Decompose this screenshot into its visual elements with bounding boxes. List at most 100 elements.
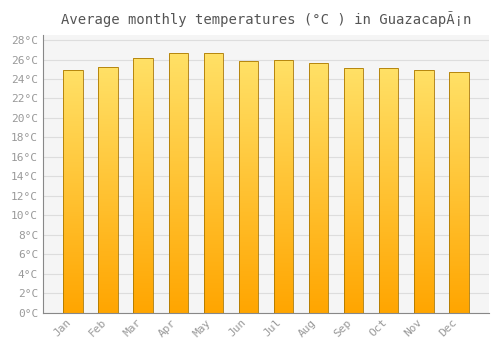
Bar [63,128,82,130]
Bar [204,180,223,181]
Bar [274,210,293,211]
Bar [238,278,258,279]
Bar [134,232,152,233]
Bar [344,253,364,254]
Bar [63,161,82,162]
Bar [450,206,468,207]
Bar [63,116,82,118]
Bar [414,89,434,90]
Bar [274,256,293,257]
Bar [309,106,328,107]
Bar [204,127,223,128]
Bar [414,80,434,81]
Bar [168,148,188,149]
Bar [63,299,82,301]
Bar [450,240,468,242]
Bar [204,224,223,225]
Bar [274,178,293,180]
Bar [168,306,188,307]
Bar [168,223,188,224]
Bar [98,247,117,249]
Bar [414,92,434,93]
Bar [204,298,223,300]
Bar [168,262,188,263]
Bar [168,227,188,228]
Bar [63,281,82,282]
Bar [274,312,293,313]
Bar [344,217,364,218]
Bar [379,190,398,192]
Bar [274,84,293,85]
Bar [168,271,188,272]
Bar [450,303,468,304]
Bar [168,63,188,64]
Bar [168,146,188,148]
Bar [238,99,258,100]
Bar [238,75,258,77]
Bar [168,123,188,124]
Bar [379,184,398,186]
Bar [238,267,258,269]
Bar [238,197,258,198]
Bar [63,76,82,77]
Bar [414,258,434,259]
Bar [63,182,82,183]
Bar [274,191,293,193]
Bar [450,202,468,203]
Bar [204,108,223,110]
Bar [379,197,398,198]
Bar [63,244,82,245]
Bar [274,287,293,289]
Bar [98,300,117,302]
Bar [379,262,398,264]
Bar [379,223,398,225]
Bar [168,150,188,152]
Bar [379,257,398,258]
Bar [379,200,398,202]
Bar [450,102,468,104]
Bar [344,73,364,75]
Bar [344,128,364,130]
Bar [309,152,328,153]
Bar [63,200,82,201]
Bar [309,300,328,301]
Bar [379,226,398,227]
Bar [134,183,152,184]
Bar [274,310,293,312]
Bar [309,261,328,263]
Bar [63,312,82,313]
Bar [168,197,188,198]
Bar [98,305,117,307]
Bar [238,210,258,211]
Bar [344,98,364,99]
Bar [98,168,117,169]
Bar [63,171,82,172]
Bar [168,118,188,119]
Bar [450,272,468,273]
Bar [204,53,223,313]
Bar [274,239,293,240]
Bar [379,265,398,266]
Bar [344,189,364,190]
Bar [450,256,468,257]
Bar [414,143,434,144]
Bar [98,310,117,312]
Bar [134,110,152,111]
Bar [344,120,364,121]
Bar [134,150,152,152]
Bar [450,172,468,173]
Bar [134,70,152,72]
Bar [309,127,328,128]
Bar [379,89,398,90]
Bar [379,242,398,243]
Bar [450,198,468,200]
Bar [168,284,188,285]
Bar [379,233,398,235]
Bar [450,120,468,121]
Bar [134,286,152,287]
Bar [204,158,223,159]
Bar [274,114,293,115]
Bar [98,108,117,109]
Bar [168,300,188,301]
Bar [379,186,398,187]
